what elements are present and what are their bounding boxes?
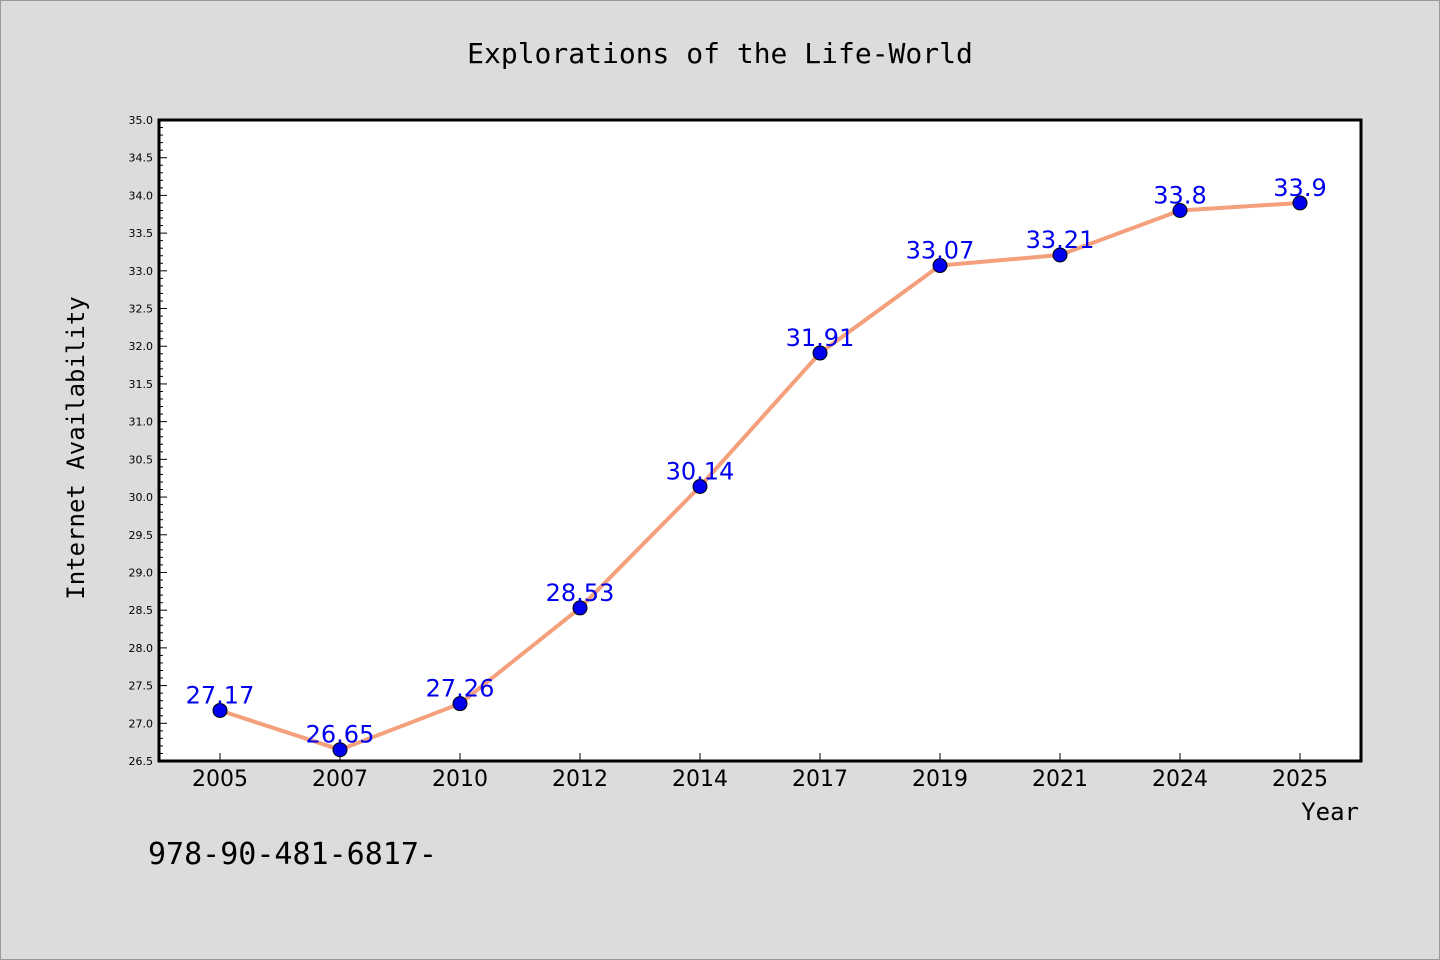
x-tick-label: 2025: [1272, 767, 1328, 792]
y-axis: 26.5 27.0 27.5 28.0 28.5 29.0 29.5 30.0 30.5 31.0…: [129, 114, 167, 768]
data-label: 27.26: [426, 675, 495, 703]
y-tick-label: 33.5: [129, 227, 154, 240]
data-point: [812, 345, 828, 361]
data-label: 33.8: [1153, 181, 1206, 209]
y-tick-label: 34.5: [129, 152, 154, 165]
y-tick-label: 26.5: [129, 755, 154, 768]
data-label: 31.91: [786, 324, 855, 352]
y-tick-label: 29.5: [129, 529, 154, 542]
data-point: [692, 479, 708, 495]
y-tick-label: 34.0: [129, 189, 154, 202]
x-axis: 2005 2007 2010 2012 2014 2017 2019 2021 2024 2025: [192, 753, 1328, 792]
data-point: [1292, 195, 1308, 211]
y-axis-label: Internet Availability: [62, 296, 90, 599]
y-tick-label: 28.5: [129, 604, 154, 617]
data-point: [932, 258, 948, 274]
data-labels: 27.17 26.65 27.26 28.53 30.14 31.91 33.07 33.21…: [186, 174, 1327, 749]
y-tick-label: 32.0: [129, 340, 154, 353]
y-tick-label: 30.0: [129, 491, 154, 504]
x-tick-label: 2010: [432, 767, 488, 792]
data-point: [572, 600, 588, 616]
data-point: [1052, 247, 1068, 263]
data-label: 33.9: [1273, 174, 1326, 202]
y-tick-label: 28.0: [129, 642, 154, 655]
x-tick-label: 2014: [672, 767, 728, 792]
y-tick-label: 29.0: [129, 566, 154, 579]
data-point: [452, 696, 468, 712]
x-axis-label: Year: [1301, 798, 1359, 826]
y-tick-label: 33.0: [129, 265, 154, 278]
data-label: 30.14: [666, 458, 735, 486]
data-point: [332, 742, 348, 758]
data-point: [212, 702, 228, 718]
y-tick-label: 27.0: [129, 717, 154, 730]
x-tick-label: 2017: [792, 767, 848, 792]
y-tick-label: 35.0: [129, 114, 154, 127]
data-label: 27.17: [186, 681, 255, 709]
chart-title: Explorations of the Life-World: [467, 37, 973, 70]
data-label: 28.53: [546, 579, 615, 607]
data-label: 33.07: [906, 237, 975, 265]
y-tick-label: 30.5: [129, 453, 154, 466]
y-tick-label: 27.5: [129, 680, 154, 693]
x-tick-label: 2007: [312, 767, 368, 792]
x-tick-label: 2005: [192, 767, 248, 792]
x-tick-label: 2012: [552, 767, 608, 792]
y-tick-label: 31.0: [129, 416, 154, 429]
x-tick-label: 2019: [912, 767, 968, 792]
series-group: [212, 195, 1308, 758]
y-tick-label: 32.5: [129, 303, 154, 316]
x-tick-label: 2021: [1032, 767, 1088, 792]
footer-text: 978-90-481-6817-: [148, 837, 437, 872]
x-tick-label: 2024: [1152, 767, 1208, 792]
data-label: 26.65: [306, 721, 375, 749]
series-line: [219, 200, 1301, 752]
data-label: 33.21: [1026, 226, 1095, 254]
plot-area: [157, 118, 1363, 763]
y-tick-label: 31.5: [129, 378, 154, 391]
data-point: [1172, 202, 1188, 218]
